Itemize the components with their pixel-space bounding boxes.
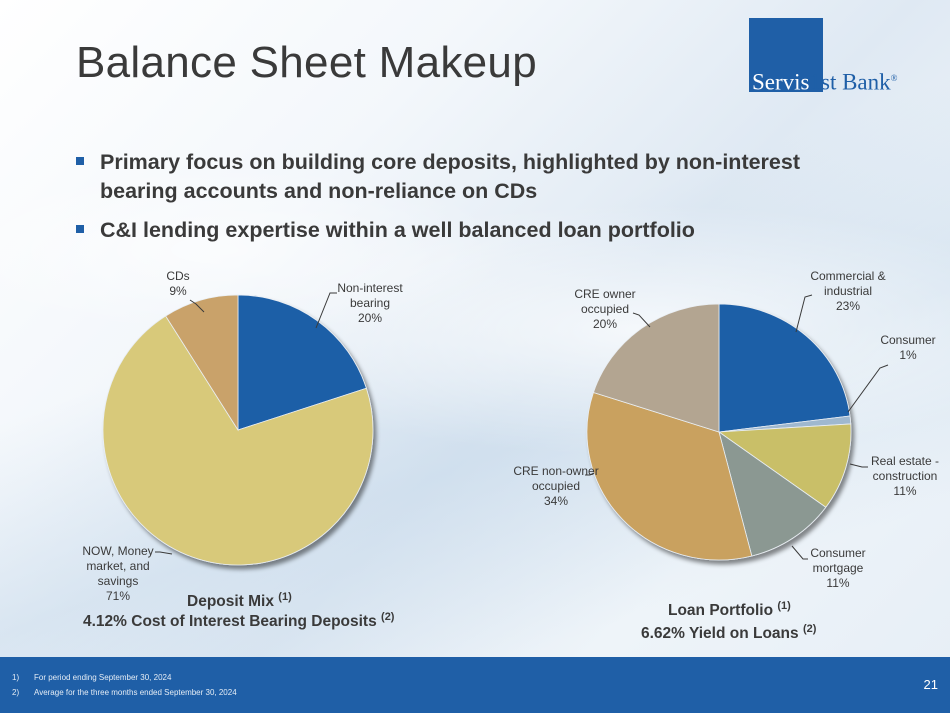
loan-leader-1 xyxy=(847,364,889,413)
loan-title-footnote: (1) xyxy=(777,600,791,612)
footnote-2-text: Average for the three months ended Septe… xyxy=(34,688,237,697)
logo-part-2: 1st Bank xyxy=(809,69,891,95)
loan-label-4: CRE non-owner occupied 34% xyxy=(513,464,598,508)
loan-leader-4 xyxy=(585,472,595,476)
loan-label-2: Real estate -construction 11% xyxy=(871,454,939,498)
loan-portfolio-pie xyxy=(586,303,852,561)
loan-slice-2 xyxy=(717,423,852,508)
loan-slice-0 xyxy=(718,303,851,433)
deposit-slice-0 xyxy=(237,294,367,431)
deposit-mix-labels: Non-interest bearing 20% NOW, Money market, … xyxy=(82,269,403,603)
bullet-text: Primary focus on building core deposits,… xyxy=(100,150,800,203)
bank-logo: Servis1st Bank® xyxy=(752,64,897,97)
footnote-1-text: For period ending September 30, 2024 xyxy=(34,673,172,682)
loan-caption-title: Loan Portfolio (1) xyxy=(668,600,791,620)
loan-caption-sub: 6.62% Yield on Loans (2) xyxy=(641,623,816,643)
loan-label-3: Consumer mortgage 11% xyxy=(810,546,865,590)
loan-leader-0 xyxy=(795,294,813,333)
deposit-label-0: Non-interest bearing 20% xyxy=(337,281,403,325)
bullet-list: Primary focus on building core deposits,… xyxy=(76,148,876,255)
loan-label-0: Commercial & industrial 23% xyxy=(810,269,885,313)
footer-bar: 1) For period ending September 30, 2024 2… xyxy=(0,657,950,713)
loan-leader-2 xyxy=(849,463,868,468)
loan-portfolio-labels: Commercial & industrial 23% Consumer 1% Real … xyxy=(513,269,939,590)
bullet-square-icon xyxy=(76,157,84,165)
deposit-leader-0 xyxy=(315,292,337,329)
deposit-leader-2 xyxy=(189,299,205,313)
logo-part-1: Servis xyxy=(752,69,810,95)
loan-sub-text: 6.62% Yield on Loans xyxy=(641,625,799,643)
deposit-slice-2 xyxy=(165,294,239,432)
deposit-slice-1 xyxy=(102,315,374,566)
bank-logo-mark xyxy=(749,18,823,92)
slide-title: Balance Sheet Makeup xyxy=(76,38,537,87)
deposit-caption-sub: 4.12% Cost of Interest Bearing Deposits … xyxy=(83,611,394,631)
deposit-title-footnote: (1) xyxy=(278,591,292,603)
bullet-square-icon xyxy=(76,225,84,233)
loan-slice-3 xyxy=(718,431,827,557)
loan-leader-5 xyxy=(632,312,651,328)
footnote-1: 1) For period ending September 30, 2024 xyxy=(12,673,171,682)
deposit-caption-title: Deposit Mix (1) xyxy=(187,591,292,611)
footnote-1-number: 1) xyxy=(12,673,20,682)
deposit-leader-1 xyxy=(155,551,173,555)
loan-slice-4 xyxy=(586,391,753,561)
bullet-item: C&I lending expertise within a well bala… xyxy=(76,216,876,245)
loan-title-text: Loan Portfolio xyxy=(668,602,774,620)
deposit-sub-text: 4.12% Cost of Interest Bearing Deposits xyxy=(83,613,377,631)
loan-label-5: CRE owner occupied 20% xyxy=(574,287,635,331)
deposit-title-text: Deposit Mix xyxy=(187,593,274,611)
deposit-mix-pie xyxy=(102,294,374,566)
loan-label-1: Consumer 1% xyxy=(880,333,935,362)
footnote-2-number: 2) xyxy=(12,688,20,697)
bullet-text: C&I lending expertise within a well bala… xyxy=(100,218,695,242)
loan-slice-5 xyxy=(592,303,720,433)
loan-leader-3 xyxy=(791,545,808,560)
deposit-sub-footnote: (2) xyxy=(381,611,395,623)
deposit-label-2: CDs 9% xyxy=(166,269,189,298)
logo-registered-mark: ® xyxy=(890,73,898,83)
loan-sub-footnote: (2) xyxy=(802,623,817,635)
footnote-2: 2) Average for the three months ended Sep… xyxy=(12,688,237,697)
bullet-item: Primary focus on building core deposits,… xyxy=(76,148,876,206)
page-number: 21 xyxy=(923,677,938,692)
deposit-label-1: NOW, Money market, and savings 71% xyxy=(82,544,153,603)
